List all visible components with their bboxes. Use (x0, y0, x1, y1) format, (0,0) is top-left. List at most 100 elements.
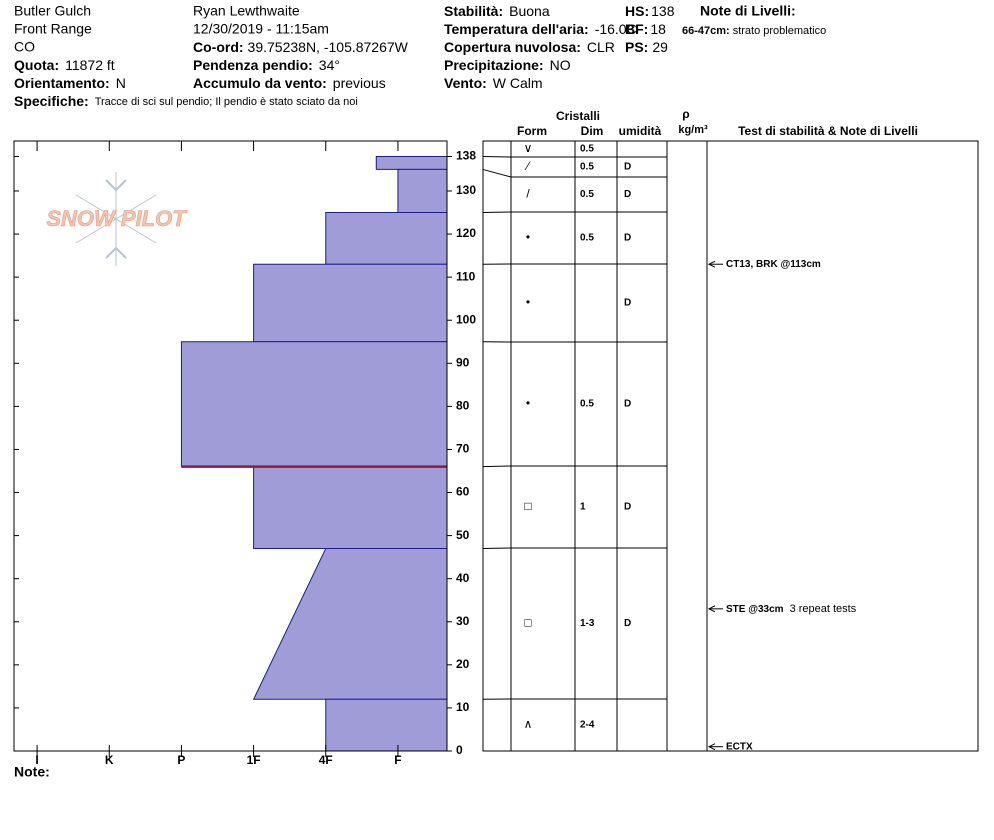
aspect: Orientamento: N (14, 75, 126, 91)
test-label: STE @33cm (726, 603, 784, 614)
wind: Vento: W Calm (444, 75, 543, 91)
x-tick-label: I (35, 753, 38, 767)
test-arrowhead (707, 260, 716, 268)
col-form: Form (517, 124, 547, 138)
hardness-layer (252, 548, 448, 700)
x-tick-label: 1F (247, 753, 261, 767)
moisture: D (624, 399, 631, 410)
col-density-unit: kg/m³ (678, 124, 708, 136)
location: Butler Gulch (14, 3, 91, 19)
grain-form: / (526, 187, 530, 201)
slope: Pendenza pendio: 34° (193, 57, 340, 73)
y-tick-label: 80 (456, 399, 470, 413)
y-tick-label: 40 (456, 571, 470, 585)
moisture: D (624, 502, 631, 513)
y-tick-label: 110 (456, 269, 476, 283)
grain-form: □ (524, 616, 531, 630)
grain-size: 0.5 (580, 189, 594, 200)
col-tests: Test di stabilità & Note di Livelli (738, 124, 918, 138)
y-tick-label: 10 (456, 700, 470, 714)
grain-size: 2-4 (580, 720, 595, 731)
hardness-layer (325, 698, 448, 752)
stability: Stabilità: Buona (444, 3, 550, 19)
table-frame (482, 140, 979, 752)
grain-form: ⁄ (524, 159, 531, 173)
grain-form: • (526, 230, 530, 244)
grain-size: 0.5 (580, 399, 594, 410)
col-density: ρ (682, 107, 689, 121)
precip: Precipitazione: NO (444, 57, 571, 73)
test-result: ECTX (726, 741, 753, 752)
datetime: 12/30/2019 - 11:15am (193, 21, 329, 37)
grain-size: 1-3 (580, 618, 595, 629)
bf: BF: 18 (625, 21, 666, 37)
grain-size: 1 (580, 502, 586, 513)
moisture: D (624, 233, 631, 244)
y-tick-label: 100 (456, 312, 476, 326)
y-tick-label: 70 (456, 442, 470, 456)
col-crystals: Cristalli (556, 109, 600, 123)
layer-note: 66-47cm: strato problematico (682, 25, 826, 37)
moisture: D (624, 618, 631, 629)
specifics: Specifiche: Tracce di sci sul pendio; Il … (14, 93, 358, 109)
wind-loading: Accumulo da vento: previous (193, 75, 386, 91)
y-tick-label: 30 (456, 614, 470, 628)
y-tick-label: 60 (456, 485, 470, 499)
sky: Copertura nuvolosa: CLR (444, 39, 615, 55)
col-moisture: umidità (619, 124, 662, 138)
hardness-layer (253, 263, 448, 343)
test-result: STE @33cm 3 repeat tests (726, 603, 857, 615)
y-tick-label: 138 (456, 149, 476, 163)
ps: PS: 29 (625, 39, 668, 55)
y-tick-label: 0 (456, 743, 463, 757)
hs: HS: 138 (625, 3, 675, 19)
grain-form: ∧ (524, 717, 533, 731)
y-tick-label: 20 (456, 657, 470, 671)
layer-connector (482, 547, 512, 550)
state: CO (14, 39, 35, 55)
observer: Ryan Lewthwaite (193, 3, 300, 19)
hardness-layer (180, 341, 448, 468)
moisture: D (624, 189, 631, 200)
y-tick-label: 120 (456, 226, 476, 240)
plot-frame (13, 140, 448, 752)
grain-size: 0.5 (580, 233, 594, 244)
col-size: Dim (581, 124, 604, 138)
grain-size: 0.5 (580, 144, 594, 155)
hardness-layer (325, 212, 448, 265)
moisture: D (624, 298, 631, 309)
logo-text: SNOW PILOT (46, 206, 187, 231)
grain-form: • (526, 295, 530, 309)
grain-form: □ (524, 499, 531, 513)
range: Front Range (14, 21, 92, 37)
layer-connector (482, 211, 512, 214)
x-tick-label: F (394, 753, 401, 767)
test-result: CT13, BRK @113cm (726, 259, 821, 270)
y-tick-label: 50 (456, 528, 470, 542)
test-arrowhead (707, 605, 716, 613)
x-tick-label: 4F (319, 753, 333, 767)
logo (75, 172, 157, 266)
coords: Co-ord: 39.75238N, -105.87267W (193, 39, 409, 55)
test-note: 3 repeat tests (790, 603, 857, 615)
x-tick-label: P (177, 753, 185, 767)
y-tick-label: 90 (456, 355, 470, 369)
moisture: D (624, 162, 631, 173)
notes-label: Note: (14, 764, 50, 780)
grain-size: 0.5 (580, 162, 594, 173)
test-label: ECTX (726, 741, 753, 752)
elevation: Quota: 11872 ft (14, 57, 115, 73)
grain-form: • (526, 396, 530, 410)
test-arrowhead (707, 743, 716, 751)
hardness-layer (253, 466, 448, 550)
layer-connector (482, 168, 512, 178)
hardness-layer (375, 156, 448, 170)
air-temp: Temperatura dell'aria: -16.0C (444, 21, 637, 37)
x-tick-label: K (105, 753, 114, 767)
layer-connector (482, 465, 512, 468)
y-tick-label: 130 (456, 183, 476, 197)
hardness-layer (397, 168, 448, 214)
layer-notes-title: Note di Livelli: (700, 3, 796, 19)
grain-form: ∨ (524, 141, 533, 155)
